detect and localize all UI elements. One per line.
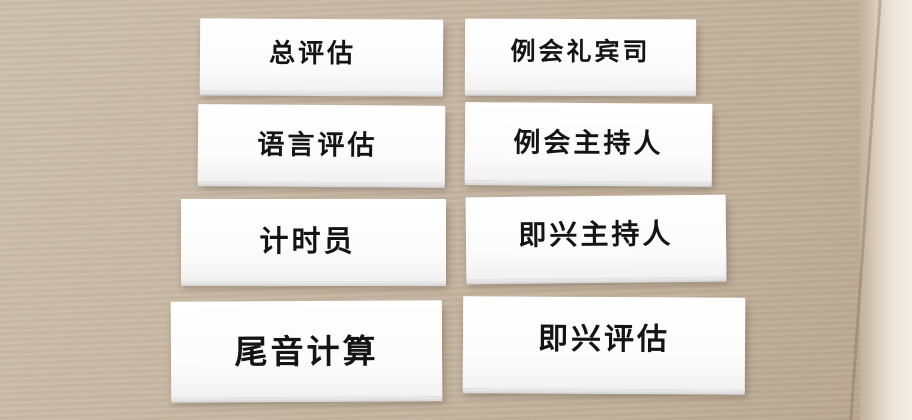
card-label: 总评估 xyxy=(268,38,357,69)
card-label: 例会礼宾司 xyxy=(510,36,651,67)
card-label: 计时员 xyxy=(259,224,356,258)
name-card-timer: 计时员 xyxy=(181,199,446,281)
name-card-table-topics-evaluator: 即兴评估 xyxy=(462,296,746,390)
card-label: 即兴主持人 xyxy=(518,217,674,252)
name-card-grammarian: 语言评估 xyxy=(197,104,446,183)
name-card-toastmaster: 例会主持人 xyxy=(464,102,713,182)
card-label: 即兴评估 xyxy=(537,321,671,358)
name-card-general-evaluator: 总评估 xyxy=(199,18,444,92)
card-label: 例会主持人 xyxy=(513,126,664,160)
card-label: 语言评估 xyxy=(257,129,378,162)
card-label: 尾音计算 xyxy=(234,331,379,372)
name-card-ah-counter: 尾音计算 xyxy=(170,300,443,398)
name-card-table-topics-master: 即兴主持人 xyxy=(465,194,727,280)
table-edge xyxy=(860,0,912,420)
name-card-sergeant-at-arms: 例会礼宾司 xyxy=(464,18,697,92)
